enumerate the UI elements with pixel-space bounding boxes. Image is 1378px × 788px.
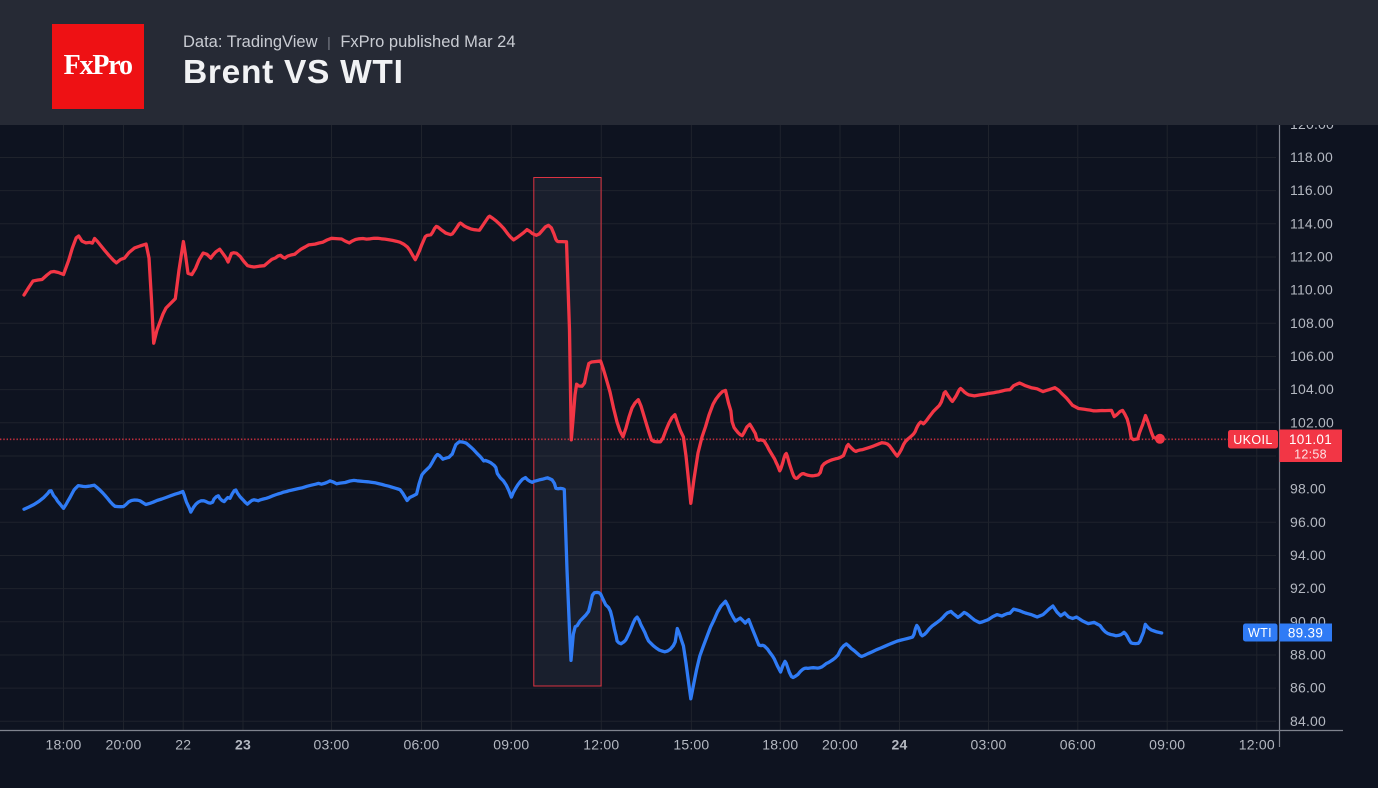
svg-text:12:00: 12:00 [1239,737,1275,753]
svg-text:116.00: 116.00 [1290,182,1333,198]
svg-text:12:58: 12:58 [1294,448,1327,462]
svg-text:23: 23 [235,737,251,753]
svg-text:09:00: 09:00 [1149,737,1185,753]
svg-text:92.00: 92.00 [1290,580,1326,596]
svg-text:106.00: 106.00 [1290,348,1334,364]
svg-text:112.00: 112.00 [1290,249,1333,265]
svg-text:22: 22 [175,737,191,753]
svg-text:03:00: 03:00 [970,737,1006,753]
svg-text:84.00: 84.00 [1290,713,1326,729]
svg-text:20:00: 20:00 [822,737,858,753]
svg-text:102.00: 102.00 [1290,414,1334,430]
svg-text:110.00: 110.00 [1290,282,1333,298]
svg-text:118.00: 118.00 [1290,149,1333,165]
svg-text:94.00: 94.00 [1290,547,1326,563]
svg-text:20:00: 20:00 [105,737,141,753]
svg-text:114.00: 114.00 [1290,215,1333,231]
svg-text:09:00: 09:00 [493,737,529,753]
svg-text:03:00: 03:00 [313,737,349,753]
svg-text:89.39: 89.39 [1288,625,1323,640]
svg-text:104.00: 104.00 [1290,381,1334,397]
svg-text:15:00: 15:00 [673,737,709,753]
svg-text:18:00: 18:00 [45,737,81,753]
svg-text:12:00: 12:00 [583,737,619,753]
svg-text:24: 24 [892,737,908,753]
svg-text:88.00: 88.00 [1290,647,1326,663]
svg-text:18:00: 18:00 [762,737,798,753]
svg-text:101.01: 101.01 [1289,432,1332,447]
svg-text:108.00: 108.00 [1290,315,1334,331]
svg-text:WTI: WTI [1248,626,1272,640]
svg-text:96.00: 96.00 [1290,514,1326,530]
svg-text:86.00: 86.00 [1290,680,1326,696]
svg-text:06:00: 06:00 [403,737,439,753]
svg-text:98.00: 98.00 [1290,481,1326,497]
svg-text:UKOIL: UKOIL [1233,433,1273,447]
svg-text:06:00: 06:00 [1060,737,1096,753]
